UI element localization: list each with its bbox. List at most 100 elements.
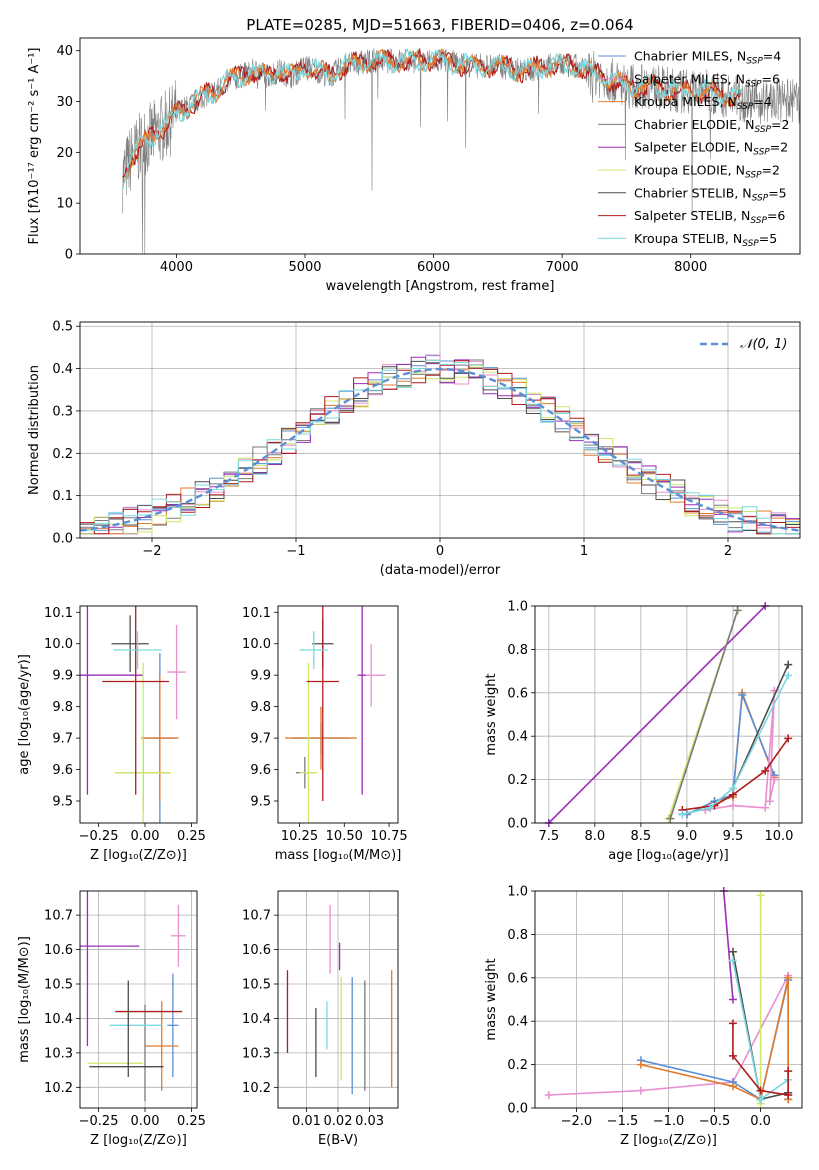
legend-label: Chabrier MILES, N xyxy=(634,49,746,64)
model-spectrum-salpeter_stelib xyxy=(122,47,743,178)
series-marker-salpeter_stelib xyxy=(756,1086,765,1095)
y-tick-label: 10.2 xyxy=(44,1081,73,1096)
x-tick-label: −1.0 xyxy=(653,1114,685,1129)
x-tick-label: −0.25 xyxy=(79,1114,119,1129)
x-axis-label: age [log₁₀(age/yr)] xyxy=(608,848,729,863)
legend-label: Salpeter STELIB, N xyxy=(634,208,750,223)
model-spectrum-kroupa_miles xyxy=(121,48,743,186)
y-tick-label: 10.1 xyxy=(242,606,271,621)
legend-subscript: SSP xyxy=(745,171,762,181)
legend-entry: Chabrier ELODIE, NSSP=2 xyxy=(634,117,789,135)
age-vs-mass-panel: 10.25 10.50 10.75 9.5 9.6 9.7 9.8 9.9 10.0 10.1 ma… xyxy=(242,605,408,863)
x-tick-label: 10.0 xyxy=(765,829,794,844)
y-tick-label: 0.0 xyxy=(507,1102,528,1117)
y-tick-label: 9.8 xyxy=(52,700,73,715)
series-marker-chabrier_elodie xyxy=(733,606,742,615)
series-marker-salpeter_miles xyxy=(728,801,737,810)
y-axis-label: mass weight xyxy=(484,673,499,755)
y-tick-label: 9.7 xyxy=(250,732,271,747)
x-axis-label: wavelength [Angstrom, rest frame] xyxy=(326,279,555,294)
axes-frame xyxy=(277,890,399,1109)
legend-value: =5 xyxy=(768,185,786,200)
mass-vs-ebv-panel: 0.01 0.02 0.03 10.2 10.3 10.4 10.5 10.6 10.7 E(B-… xyxy=(242,890,399,1148)
y-axis-label: mass weight xyxy=(484,958,499,1040)
y-tick-label: 0.0 xyxy=(52,532,73,547)
x-tick-label: −1 xyxy=(286,544,305,559)
x-axis-label: (data-model)/error xyxy=(380,563,501,578)
y-tick-label: 0.4 xyxy=(507,730,528,745)
y-tick-label: 9.5 xyxy=(52,794,73,809)
y-tick-label: 10.6 xyxy=(44,943,73,958)
y-tick-label: 30 xyxy=(56,95,73,110)
y-tick-label: 0.2 xyxy=(52,447,73,462)
axes-frame xyxy=(79,605,198,824)
x-axis-label: Z [log₁₀(Z/Z⊙)] xyxy=(90,1133,187,1148)
x-tick-label: 7.5 xyxy=(538,829,559,844)
y-tick-label: 10.1 xyxy=(44,606,73,621)
series-line-salpeter_miles xyxy=(705,690,776,811)
series-marker-salpeter_elodie xyxy=(728,995,737,1004)
y-tick-label: 1.0 xyxy=(507,600,528,615)
series-marker-kroupa_miles xyxy=(636,1060,645,1069)
figure-title: PLATE=0285, MJD=51663, FIBERID=0406, z=0… xyxy=(246,16,633,34)
x-tick-label: 0.02 xyxy=(324,1114,353,1129)
y-tick-label: 0.8 xyxy=(507,643,528,658)
y-axis-label: age [log₁₀(age/yr)] xyxy=(17,654,32,775)
y-tick-label: 10.0 xyxy=(242,637,271,652)
series-marker-chabrier_stelib xyxy=(728,947,737,956)
x-tick-label: 10.50 xyxy=(326,829,363,844)
legend-value: =4 xyxy=(763,49,781,64)
series-marker-kroupa_stelib xyxy=(728,956,737,965)
x-tick-label: 0.25 xyxy=(177,1114,206,1129)
legend-subscript: SSP xyxy=(745,79,762,89)
series-marker-chabrier_stelib xyxy=(784,660,793,669)
x-tick-label: 9.0 xyxy=(677,829,698,844)
series-marker-kroupa_stelib xyxy=(705,803,714,812)
series-marker-kroupa_stelib xyxy=(678,810,687,819)
series-line-chabrier_elodie xyxy=(669,610,739,819)
series-marker-kroupa_stelib xyxy=(728,784,737,793)
y-tick-label: 0.2 xyxy=(507,1058,528,1073)
x-axis-label: Z [log₁₀(Z/Z⊙)] xyxy=(620,1133,717,1148)
legend-value: =2 xyxy=(771,117,789,132)
series-line-kroupa_stelib xyxy=(682,675,789,816)
x-tick-label: 1 xyxy=(580,544,588,559)
axes-frame xyxy=(534,605,803,824)
series-marker-salpeter_miles xyxy=(770,775,779,784)
legend-value: =2 xyxy=(770,140,788,155)
legend-entry: Salpeter ELODIE, NSSP=2 xyxy=(634,140,788,158)
x-axis-label: mass [log₁₀(M/M⊙)] xyxy=(275,848,402,863)
y-tick-label: 20 xyxy=(56,146,73,161)
x-tick-label: 0.01 xyxy=(292,1114,321,1129)
series-marker-salpeter_miles xyxy=(765,797,774,806)
y-tick-label: 0.8 xyxy=(507,928,528,943)
series-marker-salpeter_miles xyxy=(636,1086,645,1095)
x-tick-label: 5000 xyxy=(288,260,321,275)
y-tick-label: 10.4 xyxy=(44,1012,73,1027)
spectrum-panel: 4000 5000 6000 7000 8000 0 10 20 30 40 wavelength … xyxy=(27,37,801,294)
legend-label: Kroupa ELODIE, N xyxy=(634,163,745,178)
axes-frame xyxy=(79,37,801,255)
legend-entry: Salpeter STELIB, NSSP=6 xyxy=(634,208,785,226)
legend-label: Salpeter ELODIE, N xyxy=(634,140,753,155)
legend-entry: Salpeter MILES, NSSP=6 xyxy=(634,71,780,89)
normal-curve xyxy=(79,367,801,532)
legend-value: =5 xyxy=(759,231,777,246)
y-tick-label: 10 xyxy=(56,197,73,212)
series-marker-kroupa_stelib xyxy=(756,1095,765,1104)
axes-frame xyxy=(79,321,801,539)
x-tick-label: 7000 xyxy=(546,260,579,275)
legend-subscript: SSP xyxy=(754,125,771,135)
y-tick-label: 0 xyxy=(65,248,73,263)
y-tick-label: 10.0 xyxy=(44,637,73,652)
y-tick-label: 10.3 xyxy=(44,1046,73,1061)
y-tick-label: 0.5 xyxy=(52,320,73,335)
y-tick-label: 10.7 xyxy=(242,909,271,924)
axes-frame xyxy=(277,605,399,824)
x-axis-label: Z [log₁₀(Z/Z⊙)] xyxy=(90,848,187,863)
y-tick-label: 9.9 xyxy=(250,669,271,684)
mass-weight-vs-metallicity-panel: −2.0 −1.5 −1.0 −0.5 0.0 0.0 0.2 0.4 0.6 0.8 1.0 Z [… xyxy=(484,885,803,1148)
series-marker-salpeter_stelib xyxy=(761,766,770,775)
y-tick-label: 9.6 xyxy=(250,763,271,778)
series-marker-salpeter_stelib xyxy=(784,734,793,743)
